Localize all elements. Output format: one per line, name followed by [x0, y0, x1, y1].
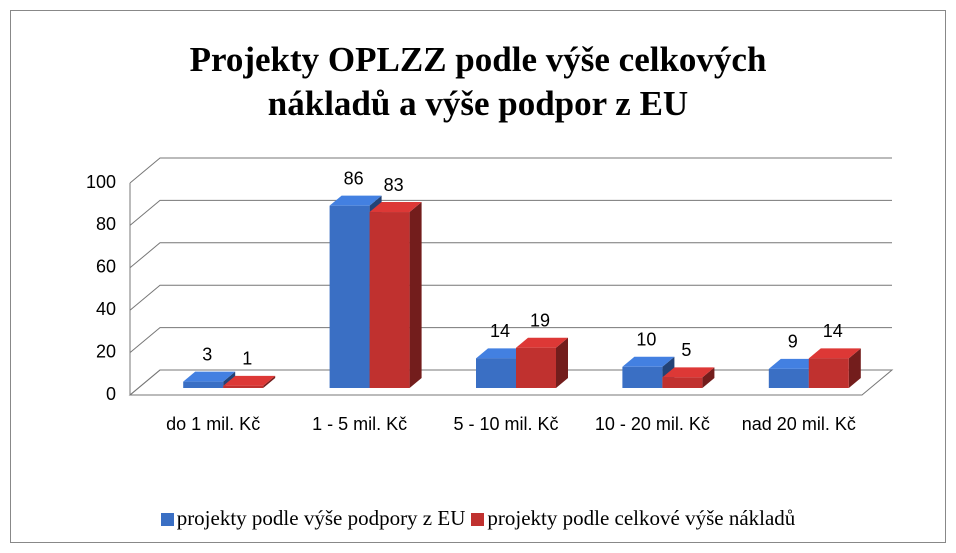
legend-item: projekty podle výše podpory z EU: [160, 506, 466, 531]
bar: [808, 358, 849, 388]
bar-top: [768, 358, 821, 369]
y-tick-label: 40: [96, 299, 116, 319]
x-tick-label: nad 20 mil. Kč: [741, 414, 856, 434]
y-tick-label: 80: [96, 214, 116, 234]
bar-side: [409, 202, 422, 388]
bar-top: [662, 367, 715, 378]
legend-swatch: [471, 513, 485, 526]
y-tick-label: 0: [106, 384, 116, 404]
grid-line: [129, 242, 892, 269]
grid-line: [129, 284, 892, 311]
bar: [476, 358, 516, 388]
bar-top: [183, 371, 236, 382]
y-tick-label: 60: [96, 257, 116, 277]
bar-top: [223, 375, 276, 386]
data-label: 5: [681, 340, 691, 360]
chart-border: [10, 10, 946, 543]
bar-side: [702, 367, 715, 388]
y-tick-label: 20: [96, 341, 116, 361]
legend-swatch: [160, 513, 174, 526]
bar-side: [263, 375, 276, 388]
legend-label: projekty podle celkové výše nákladů: [487, 506, 796, 530]
bar: [516, 347, 556, 388]
x-tick-label: do 1 mil. Kč: [166, 414, 261, 434]
data-label: 1: [242, 349, 252, 369]
data-label: 14: [823, 321, 843, 341]
data-label: 83: [384, 175, 404, 195]
bar: [622, 366, 663, 388]
grid-line: [129, 157, 892, 184]
bar-top: [476, 348, 528, 359]
bar: [183, 381, 224, 388]
data-label: 14: [490, 321, 510, 341]
data-label: 19: [530, 310, 550, 330]
legend-label: projekty podle výše podpory z EU: [176, 506, 466, 530]
x-tick-label: 1 - 5 mil. Kč: [312, 414, 408, 434]
bar: [662, 377, 703, 388]
data-label: 10: [636, 330, 656, 350]
bar-top: [329, 195, 382, 206]
bar-top: [516, 337, 568, 348]
data-label: 9: [788, 332, 798, 352]
legend: projekty podle výše podpory z EU projekty…: [0, 506, 956, 531]
bar: [223, 385, 264, 388]
bar-top: [808, 348, 861, 359]
bar-top: [622, 356, 675, 367]
bar-side: [848, 348, 861, 388]
x-tick-label: 5 - 10 mil. Kč: [453, 414, 559, 434]
bar: [369, 212, 410, 388]
bar-side: [556, 337, 568, 388]
grid-line: [129, 199, 892, 226]
grid-line: [129, 327, 892, 353]
bar: [768, 368, 809, 388]
chart-title: Projekty OPLZZ podle výše celkových nákl…: [189, 40, 767, 123]
data-label: 86: [344, 168, 364, 188]
data-label: 3: [202, 344, 212, 364]
bar: [329, 205, 370, 388]
legend-item: projekty podle celkové výše nákladů: [471, 506, 795, 531]
x-tick-label: 10 - 20 mil. Kč: [594, 414, 710, 434]
y-tick-label: 100: [86, 172, 116, 192]
bar-top: [369, 202, 422, 213]
